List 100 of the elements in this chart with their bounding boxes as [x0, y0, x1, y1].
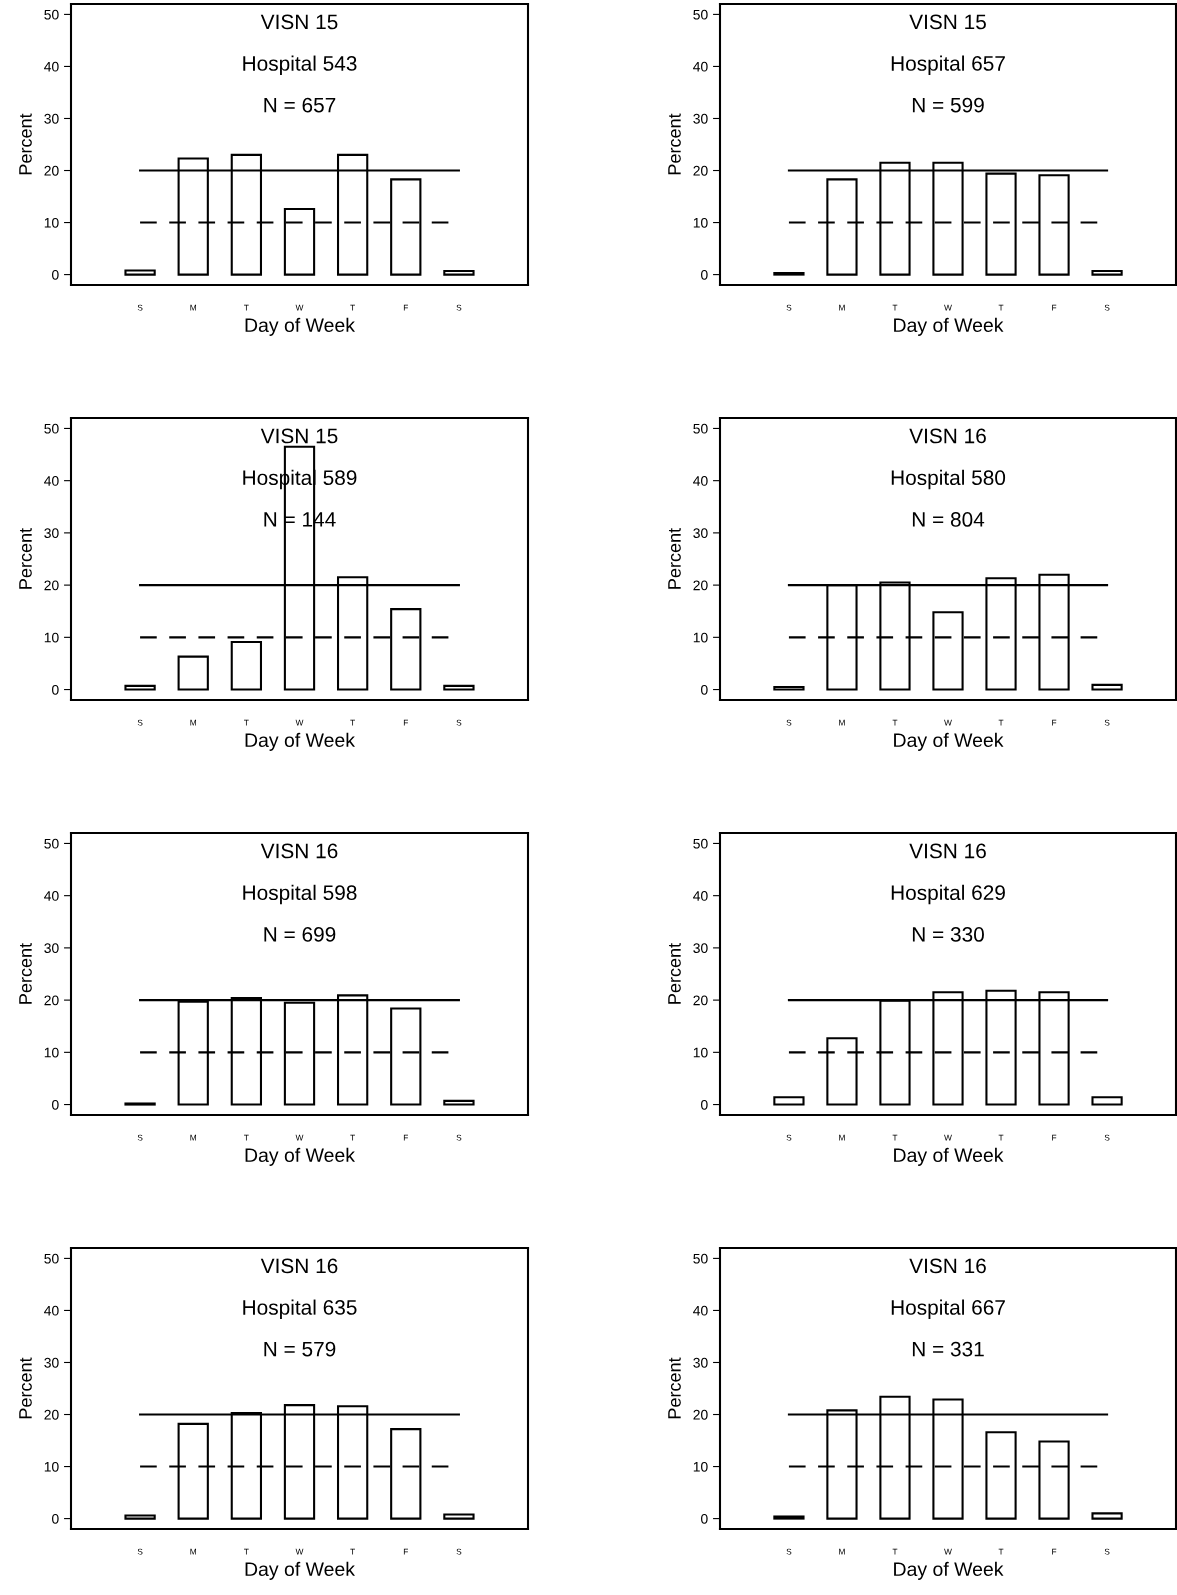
bar [124, 684, 156, 691]
x-axis-title: Day of Week [245, 1561, 356, 1580]
x-tick-label: S [456, 1134, 462, 1141]
y-tick-label: 0 [52, 1513, 59, 1524]
y-tick-label: 0 [52, 269, 59, 280]
y-tick-label: 10 [693, 632, 708, 643]
y-tick-label: 0 [52, 1099, 59, 1110]
bar [124, 269, 156, 276]
x-axis-title: Day of Week [894, 317, 1004, 336]
y-tick-label: 0 [701, 269, 708, 280]
y-tick-label: 20 [693, 580, 708, 591]
x-tick-label: F [403, 1548, 408, 1555]
x-tick-label: S [456, 719, 462, 726]
x-tick-label: T [892, 1548, 898, 1555]
y-tick-label: 10 [44, 1047, 59, 1058]
x-tick-label: S [1104, 719, 1110, 726]
x-axis-title: Day of Week [894, 1561, 1004, 1580]
x-tick-label: S [137, 719, 143, 726]
x-tick-label: S [137, 304, 143, 311]
bar [124, 1514, 156, 1520]
y-tick-label: 40 [44, 1305, 59, 1316]
y-axis-title: Percent [668, 1357, 681, 1419]
y-tick-label: 40 [693, 1305, 708, 1316]
y-tick-label: 40 [693, 891, 708, 901]
y-tick-label: 30 [693, 1357, 708, 1368]
x-tick-label: T [350, 304, 355, 311]
bar [443, 684, 475, 691]
y-tick-label: 40 [693, 476, 708, 486]
y-tick-label: 40 [693, 61, 708, 72]
x-tick-label: T [998, 1548, 1004, 1555]
text: Hospital 629 [891, 884, 1005, 905]
x-tick-label: W [944, 719, 952, 726]
x-tick-label: T [244, 1548, 249, 1555]
x-tick-label: T [244, 1134, 249, 1141]
x-tick-label: M [839, 304, 845, 311]
text: Hospital 657 [891, 55, 1005, 75]
x-tick-label: M [839, 1548, 845, 1555]
x-tick-label: T [350, 1134, 355, 1141]
y-tick-label: 20 [44, 580, 59, 591]
y-tick-label: 50 [44, 838, 59, 849]
text: Hospital 667 [891, 1299, 1005, 1319]
y-tick-label: 30 [693, 113, 708, 124]
annotation: N = 330 [912, 927, 984, 942]
y-tick-label: 10 [44, 632, 59, 643]
chart-title: VISN 15 [260, 428, 338, 444]
y-axis-title: Percent [19, 943, 32, 1004]
bar [177, 655, 209, 691]
chart-title: VISN 16 [260, 1258, 338, 1274]
y-tick-label: 50 [693, 1253, 708, 1264]
y-tick-label: 20 [44, 1409, 59, 1420]
x-tick-label: S [456, 1548, 462, 1555]
x-axis-title: Day of Week [245, 1147, 356, 1166]
bar [773, 685, 805, 691]
annotation: N = 699 [264, 927, 336, 942]
x-tick-label: F [1052, 304, 1057, 311]
y-tick-label: 0 [701, 1099, 708, 1110]
x-tick-label: W [295, 719, 304, 726]
bar [1091, 269, 1123, 276]
bar [773, 1515, 805, 1520]
text: Hospital 543 [243, 55, 357, 75]
text: Hospital 598 [243, 884, 357, 905]
y-tick-label: 10 [693, 1461, 708, 1472]
x-tick-label: S [786, 1548, 792, 1555]
y-tick-label: 50 [693, 838, 708, 849]
bar [443, 1099, 475, 1106]
x-tick-label: T [350, 719, 355, 726]
bar [1091, 1096, 1123, 1106]
x-tick-label: T [892, 304, 898, 311]
x-tick-label: F [1052, 719, 1057, 726]
bar [773, 1096, 805, 1106]
y-tick-label: 30 [44, 113, 59, 124]
y-tick-label: 50 [693, 423, 708, 434]
y-tick-label: 0 [52, 684, 59, 695]
x-tick-label: S [786, 719, 792, 726]
x-tick-label: W [944, 1134, 952, 1141]
y-tick-label: 20 [693, 1409, 708, 1420]
x-tick-label: F [403, 1134, 408, 1141]
chart-title: VISN 15 [909, 14, 986, 30]
chart-title: VISN 16 [909, 428, 986, 444]
x-tick-label: M [190, 304, 197, 311]
x-tick-label: T [244, 304, 249, 311]
x-tick-label: M [190, 1134, 197, 1141]
x-tick-label: T [998, 304, 1004, 311]
x-tick-label: M [839, 719, 845, 726]
bar [230, 640, 263, 691]
x-tick-label: S [456, 304, 462, 311]
x-tick-label: W [295, 1548, 304, 1555]
chart-title: VISN 15 [260, 14, 338, 30]
x-axis-title: Day of Week [894, 1147, 1004, 1166]
y-tick-label: 10 [44, 217, 59, 228]
y-tick-label: 50 [693, 9, 708, 20]
annotation: N = 804 [912, 512, 985, 527]
x-axis-title: Day of Week [245, 317, 356, 336]
x-axis-title: Day of Week [894, 732, 1004, 751]
x-tick-label: W [295, 304, 304, 311]
y-tick-label: 50 [44, 1253, 59, 1264]
y-axis-title: Percent [668, 113, 681, 175]
text: Hospital 635 [243, 1299, 357, 1319]
annotation: N = 579 [264, 1341, 336, 1357]
x-tick-label: S [1104, 304, 1110, 311]
